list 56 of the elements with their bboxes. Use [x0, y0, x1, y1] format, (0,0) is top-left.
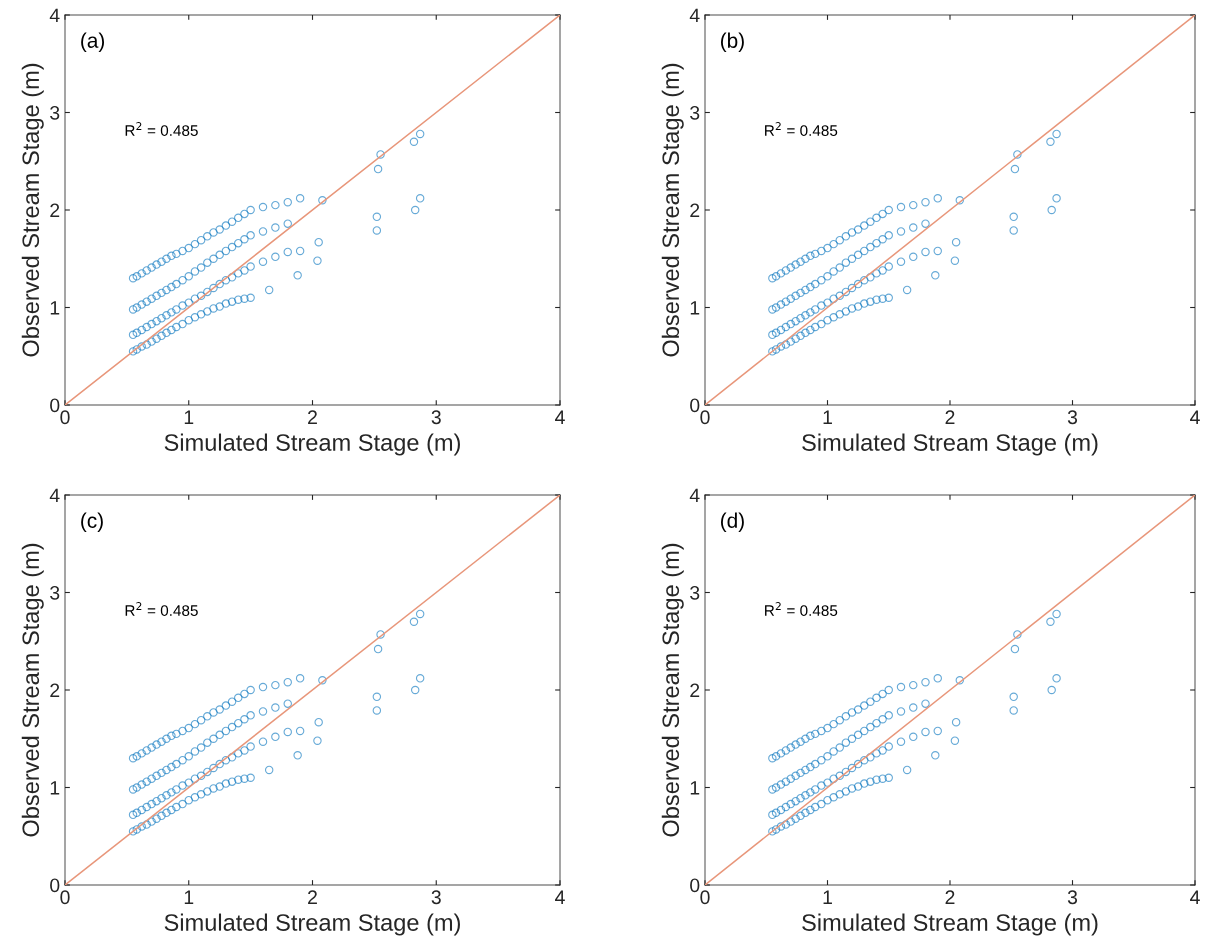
- annotation: R$^{2}$ = 0.485: [765, 602, 838, 616]
- y-tick-label: 4: [689, 488, 700, 503]
- annotation: (a): [81, 32, 105, 52]
- y-tick-label: 0: [690, 398, 700, 413]
- y-tick-label: 1: [690, 301, 700, 315]
- x-tick-label: 4: [1190, 410, 1200, 424]
- x-tick-label: 0: [60, 410, 70, 425]
- y-tick-label: 4: [49, 8, 60, 23]
- y-tick-label: 0: [50, 398, 60, 413]
- y-tick-label: 3: [50, 105, 60, 120]
- annotation: (b): [720, 32, 744, 52]
- x-tick-label: 0: [60, 890, 70, 905]
- annotation: (c): [81, 512, 103, 532]
- x-axis-title: Simulated Stream Stage (m): [802, 913, 1098, 936]
- y-tick-label: 0: [50, 878, 60, 893]
- x-tick-label: 0: [700, 410, 710, 425]
- x-tick-label: 1: [823, 410, 832, 424]
- y-tick-label: 2: [690, 683, 700, 698]
- x-tick-label: 1: [823, 890, 832, 904]
- y-axis-title: Observed Stream Stage (m): [661, 543, 684, 837]
- x-tick-label: 2: [308, 410, 317, 424]
- y-axis-title: Observed Stream Stage (m): [21, 543, 44, 837]
- y-tick-label: 0: [690, 878, 700, 893]
- y-axis-title: Observed Stream Stage (m): [661, 63, 684, 357]
- y-tick-label: 3: [690, 105, 700, 120]
- annotation: R$^{2}$ = 0.485: [125, 602, 198, 616]
- x-tick-label: 4: [555, 890, 565, 904]
- y-tick-label: 1: [50, 301, 60, 315]
- x-tick-label: 3: [1067, 410, 1078, 425]
- y-tick-label: 4: [689, 8, 700, 23]
- x-axis-title: Simulated Stream Stage (m): [164, 433, 460, 456]
- x-tick-label: 4: [1190, 890, 1200, 904]
- y-tick-label: 3: [690, 585, 700, 600]
- x-axis-title: Simulated Stream Stage (m): [164, 913, 460, 936]
- y-tick-label: 1: [690, 781, 700, 795]
- x-tick-label: 1: [184, 890, 194, 904]
- x-tick-label: 2: [308, 890, 317, 904]
- y-tick-label: 2: [50, 203, 60, 218]
- annotation: R$^{2}$ = 0.485: [765, 122, 838, 136]
- x-tick-label: 3: [431, 410, 441, 425]
- y-tick-label: 2: [50, 683, 60, 698]
- x-tick-label: 2: [945, 410, 955, 424]
- x-tick-label: 2: [945, 890, 955, 904]
- y-axis-title: Observed Stream Stage (m): [21, 63, 44, 357]
- y-tick-label: 3: [50, 585, 60, 600]
- x-tick-label: 1: [184, 410, 194, 424]
- annotation: (d): [720, 512, 744, 532]
- x-tick-label: 3: [1067, 890, 1078, 905]
- y-tick-label: 2: [690, 203, 700, 218]
- y-tick-label: 4: [49, 488, 60, 503]
- x-tick-label: 0: [700, 890, 710, 905]
- x-tick-label: 3: [431, 890, 441, 905]
- annotation: R$^{2}$ = 0.485: [125, 122, 198, 136]
- x-tick-label: 4: [555, 410, 565, 424]
- x-axis-title: Simulated Stream Stage (m): [802, 433, 1098, 456]
- y-tick-label: 1: [50, 781, 60, 795]
